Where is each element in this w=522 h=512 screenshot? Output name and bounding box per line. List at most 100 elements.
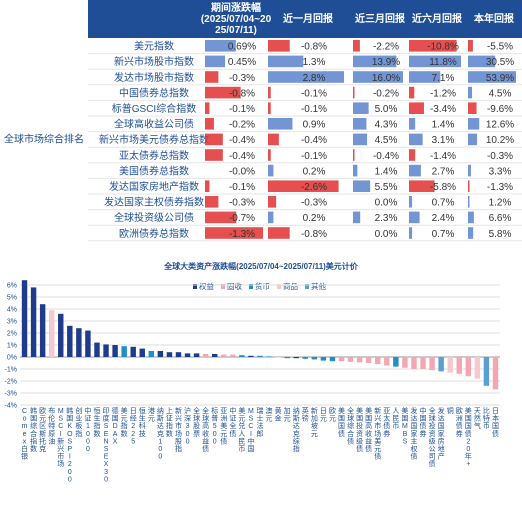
category-label-29: 加元 <box>284 406 291 423</box>
legend-label-1: 固收 <box>227 281 242 291</box>
bar-23 <box>230 354 236 357</box>
table-bar <box>268 211 274 224</box>
table-value: -0.1% <box>301 151 327 162</box>
table-value: -0.8% <box>301 229 327 240</box>
legend-swatch-1 <box>221 284 225 289</box>
y-tick-label: 3% <box>7 319 17 326</box>
category-label-32: 新加坡元 <box>311 406 318 438</box>
bar-37 <box>356 357 363 363</box>
table-value: -0.3% <box>487 151 513 162</box>
bar-8 <box>94 342 100 357</box>
table-value: 2.7% <box>432 166 455 177</box>
y-tick-label: 2% <box>7 331 17 338</box>
table-bar <box>353 40 360 52</box>
table-bar <box>353 133 368 146</box>
category-label-36: 全球综合债 <box>347 406 354 445</box>
table-bar <box>409 180 435 192</box>
category-label-14: 港元 <box>148 406 155 423</box>
category-label-25: M S C I 中国 <box>247 408 254 453</box>
table-header-2: 近三月回报 <box>355 12 405 25</box>
table-bar <box>409 133 423 146</box>
bar-38 <box>365 357 372 363</box>
table-row-name: 美元指数 <box>134 40 174 53</box>
table-value: -2.6% <box>301 182 327 193</box>
table-row-name: 全球高收益公司债 <box>114 118 194 131</box>
category-label-10: 德国 D A X <box>112 406 119 445</box>
legend-label-0: 权益 <box>199 281 214 291</box>
legend-label-3: 商品 <box>283 281 298 291</box>
category-label-34: 欧元 <box>329 406 336 423</box>
bar-16 <box>166 352 173 357</box>
table-bar <box>353 118 367 130</box>
table-value: 0.0% <box>375 229 398 240</box>
bar-6 <box>76 328 82 357</box>
bar-21 <box>212 354 218 357</box>
bar-34 <box>329 357 336 362</box>
table-bar <box>205 149 223 161</box>
table-value: -0.3% <box>229 73 255 84</box>
table-value: 1.4% <box>432 120 455 131</box>
category-label-16: 上证指数 <box>166 406 173 438</box>
category-label-9: 印度 S E N S E X 3 0 <box>103 407 110 483</box>
table-row-name: 美国债券总指数 <box>119 164 189 177</box>
table-row-name: 新兴市场股市指数 <box>114 55 194 68</box>
category-label-43: 发达国家主权债 <box>410 406 417 461</box>
table-header-0: (2025/07/04~20 <box>201 14 272 25</box>
table-value: 2.3% <box>375 213 398 224</box>
table-bar <box>268 133 279 146</box>
table-value: 2.8% <box>303 73 326 84</box>
table-value: 0.2% <box>303 213 326 224</box>
table-bar <box>468 40 473 52</box>
table-bar <box>409 102 424 114</box>
table-value: 5.8% <box>489 229 512 240</box>
bar-14 <box>148 351 155 357</box>
y-tick-label: 5% <box>7 295 17 302</box>
category-label-21: 标普 5 0 0 <box>211 406 218 445</box>
bar-26 <box>257 355 263 357</box>
bar-33 <box>320 357 327 361</box>
category-label-3: 布伦特原油 <box>48 406 55 445</box>
table-value: -0.1% <box>229 182 255 193</box>
category-label-40: 亚太债券 <box>383 407 390 438</box>
table-bar <box>205 211 237 224</box>
table-bar <box>205 196 219 208</box>
y-tick-label: -2% <box>5 379 17 386</box>
table-bar <box>409 211 420 224</box>
table-bar <box>468 118 480 130</box>
y-tick-label: 0% <box>7 355 17 362</box>
table-bar <box>409 118 416 130</box>
bar-5 <box>67 325 73 357</box>
y-tick-label: -4% <box>5 403 17 410</box>
table-row-name: 标普GSCI综合指数 <box>112 102 196 115</box>
category-label-18: 沪深 3 0 0 <box>184 406 191 445</box>
category-label-30: 纳斯达克综指 <box>293 406 300 453</box>
bar-35 <box>338 357 345 362</box>
table-bar <box>353 180 371 192</box>
bar-15 <box>157 351 164 357</box>
table-bar <box>205 40 236 52</box>
table-value: -1.2% <box>430 88 456 99</box>
table-value: -1.4% <box>430 151 456 162</box>
table-value: 10.2% <box>486 135 514 146</box>
table-header-3: 近六月回报 <box>412 12 462 25</box>
category-label-20: 全球高收益债 <box>202 406 209 453</box>
table-value: 12.6% <box>486 120 514 131</box>
table-value: -2.2% <box>373 42 399 53</box>
table-value: 13.9% <box>372 57 400 68</box>
table-header-1: 近一月回报 <box>283 12 333 25</box>
legend-swatch-2 <box>249 284 253 289</box>
category-label-22: 亚洲美元债 <box>220 407 227 445</box>
table-value: 0.7% <box>432 229 455 240</box>
table-bar <box>205 118 214 130</box>
bar-17 <box>175 352 182 357</box>
table-bar <box>468 102 477 114</box>
category-label-13: 恒生科技 <box>139 406 146 438</box>
bar-47 <box>447 357 453 373</box>
legend-swatch-4 <box>305 284 309 289</box>
table-row-name: 发达国家主权债券指数 <box>104 196 204 209</box>
table-value: -0.2% <box>373 88 399 99</box>
category-label-31: 英镑 <box>302 406 309 423</box>
table-value: -3.4% <box>430 104 456 115</box>
table-bar <box>468 180 470 192</box>
